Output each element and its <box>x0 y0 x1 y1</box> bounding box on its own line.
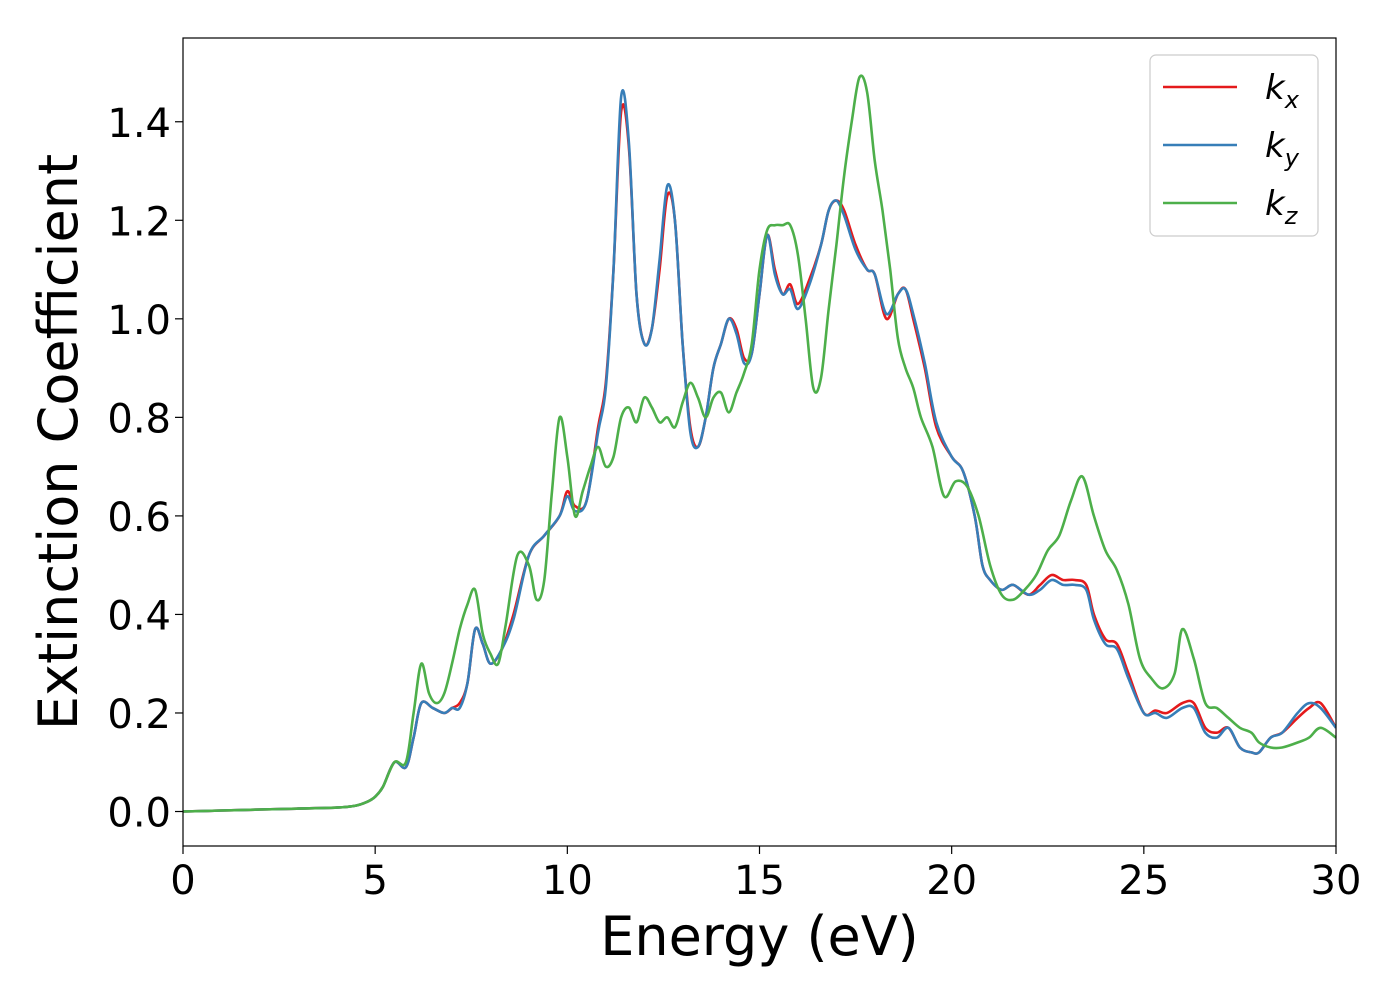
x-axis-label: Energy (eV) <box>600 905 919 968</box>
series-line-z <box>183 74 1336 813</box>
x-tick-label: 25 <box>1118 858 1169 904</box>
y-tick-label: 1.4 <box>107 101 171 147</box>
x-tick-label: 0 <box>170 858 195 904</box>
legend-entry-x: kx <box>1265 68 1300 114</box>
x-tick-label: 5 <box>362 858 387 904</box>
legend-label-base: k <box>1265 126 1286 166</box>
y-tick-label: 1.2 <box>107 199 171 245</box>
x-tick-label: 20 <box>926 858 977 904</box>
x-axis: 0 5 10 15 20 25 30 <box>170 846 1361 904</box>
y-axis-label: Extinction Coefficient <box>27 154 90 730</box>
legend-label-sub: x <box>1284 86 1300 114</box>
y-tick-label: 1.0 <box>107 298 171 344</box>
legend-entry-y: ky <box>1265 126 1300 172</box>
series-layer <box>183 74 1336 813</box>
legend-label-sub: z <box>1284 202 1299 230</box>
y-tick-label: 0.6 <box>107 495 171 541</box>
legend-entry-z: kz <box>1265 184 1299 230</box>
y-tick-label: 0.2 <box>107 692 171 738</box>
x-tick-label: 15 <box>734 858 785 904</box>
y-tick-label: 0.8 <box>107 396 171 442</box>
x-tick-label: 10 <box>542 858 593 904</box>
legend-label-sub: y <box>1284 144 1300 172</box>
legend-label-base: k <box>1265 68 1286 108</box>
y-tick-label: 0.4 <box>107 593 171 639</box>
series-line-y <box>183 89 1336 813</box>
y-axis: 0.0 0.2 0.4 0.6 0.8 1.0 1.2 1.4 <box>107 101 183 837</box>
x-tick-label: 30 <box>1311 858 1362 904</box>
y-tick-label: 0.0 <box>107 791 171 837</box>
legend-label-base: k <box>1265 184 1286 224</box>
